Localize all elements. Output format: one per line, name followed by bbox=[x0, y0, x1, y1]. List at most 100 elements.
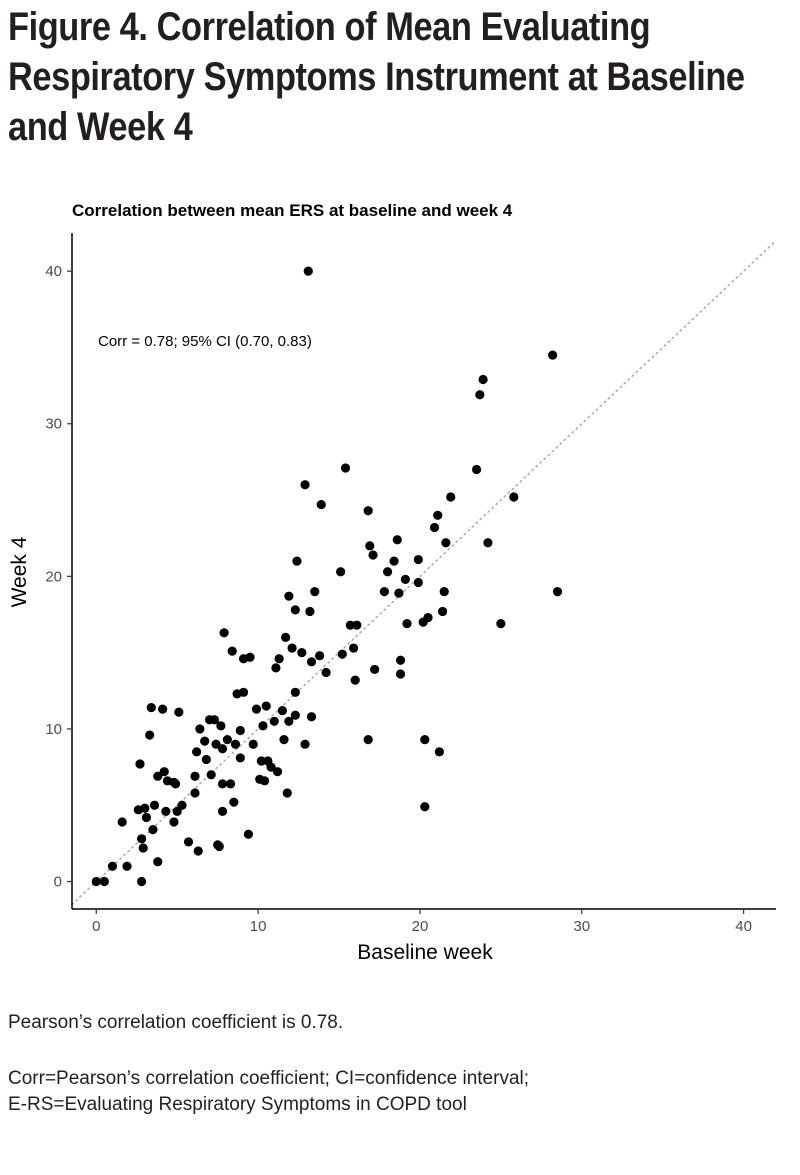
y-axis-ticks: 0 10 20 30 40 bbox=[45, 263, 72, 891]
data-point bbox=[363, 735, 373, 745]
data-point bbox=[174, 707, 184, 717]
data-point bbox=[149, 800, 160, 810]
data-point bbox=[370, 664, 380, 675]
data-point bbox=[229, 797, 239, 807]
data-point bbox=[107, 861, 118, 871]
data-point bbox=[290, 605, 300, 615]
data-point bbox=[193, 846, 203, 856]
data-point bbox=[290, 710, 300, 720]
y-tick-label: 10 bbox=[45, 721, 62, 738]
data-point bbox=[413, 554, 423, 565]
x-tick-label: 10 bbox=[250, 918, 267, 935]
data-point bbox=[170, 779, 181, 789]
data-point bbox=[297, 648, 307, 658]
data-point bbox=[141, 812, 152, 823]
data-point bbox=[153, 857, 163, 867]
data-point bbox=[363, 506, 373, 516]
data-point bbox=[222, 735, 232, 745]
data-point bbox=[310, 587, 320, 597]
data-point bbox=[368, 550, 378, 560]
data-point bbox=[138, 843, 148, 853]
data-point bbox=[209, 715, 220, 725]
data-point bbox=[214, 841, 224, 852]
data-point bbox=[219, 628, 229, 638]
data-point bbox=[509, 492, 519, 502]
data-point bbox=[306, 712, 317, 722]
data-point bbox=[227, 646, 237, 656]
data-point bbox=[274, 654, 284, 664]
axes bbox=[71, 233, 776, 910]
data-point bbox=[471, 464, 482, 475]
data-point bbox=[350, 675, 360, 685]
data-point bbox=[122, 861, 132, 871]
data-point bbox=[259, 776, 270, 786]
data-point bbox=[352, 620, 362, 630]
data-point bbox=[183, 837, 194, 847]
data-point bbox=[284, 716, 294, 726]
abbreviations-note: Corr=Pearson’s correlation coefficient; … bbox=[8, 1066, 529, 1118]
data-point bbox=[433, 510, 443, 520]
data-point bbox=[287, 643, 297, 653]
y-tick-label: 30 bbox=[45, 416, 62, 433]
data-point bbox=[337, 649, 347, 659]
data-point bbox=[300, 480, 310, 490]
data-point bbox=[478, 374, 488, 385]
data-point bbox=[235, 725, 245, 736]
data-point bbox=[321, 667, 331, 678]
data-point bbox=[91, 876, 101, 887]
data-point bbox=[195, 724, 205, 734]
data-point bbox=[400, 574, 410, 584]
data-point bbox=[192, 747, 202, 757]
data-point bbox=[146, 702, 156, 713]
data-point bbox=[305, 606, 315, 617]
data-point bbox=[420, 735, 430, 745]
data-point bbox=[382, 567, 393, 577]
data-point bbox=[394, 588, 404, 598]
data-point bbox=[395, 669, 406, 679]
data-point bbox=[266, 762, 276, 772]
y-axis-title: Week 4 bbox=[8, 536, 31, 607]
data-point bbox=[226, 779, 236, 789]
x-axis-title: Baseline week bbox=[357, 941, 493, 964]
data-point bbox=[284, 591, 294, 601]
data-point bbox=[303, 266, 313, 276]
data-point bbox=[135, 759, 145, 769]
data-point bbox=[420, 802, 430, 812]
data-point bbox=[306, 657, 317, 667]
y-tick-label: 20 bbox=[45, 568, 62, 585]
data-point bbox=[483, 538, 493, 548]
data-point bbox=[190, 771, 200, 781]
data-point bbox=[423, 612, 433, 623]
data-point bbox=[177, 800, 187, 810]
data-point bbox=[282, 788, 292, 798]
data-point bbox=[316, 500, 326, 510]
data-point bbox=[395, 655, 406, 665]
abbreviations-line-2: E-RS=Evaluating Respiratory Symptoms in … bbox=[8, 1094, 467, 1115]
data-point bbox=[340, 463, 351, 473]
x-tick-label: 40 bbox=[735, 918, 752, 935]
data-point bbox=[413, 577, 423, 588]
data-point bbox=[292, 556, 302, 566]
data-point bbox=[217, 744, 228, 754]
data-point bbox=[277, 706, 287, 716]
data-point bbox=[158, 704, 168, 714]
data-point bbox=[271, 663, 281, 673]
data-point bbox=[496, 619, 506, 629]
data-point bbox=[230, 739, 241, 749]
data-point bbox=[365, 541, 375, 551]
data-point bbox=[392, 535, 402, 545]
data-point bbox=[169, 817, 179, 827]
data-point bbox=[251, 704, 262, 714]
identity-reference-line bbox=[71, 239, 777, 906]
data-point bbox=[548, 350, 558, 360]
data-point bbox=[438, 606, 448, 617]
data-point bbox=[429, 522, 440, 533]
data-point bbox=[446, 492, 456, 502]
data-point bbox=[136, 876, 147, 887]
data-point bbox=[281, 632, 291, 642]
data-point bbox=[136, 834, 147, 844]
data-point bbox=[279, 735, 289, 745]
data-point bbox=[200, 736, 210, 746]
data-point bbox=[243, 829, 254, 839]
data-point bbox=[300, 739, 310, 749]
